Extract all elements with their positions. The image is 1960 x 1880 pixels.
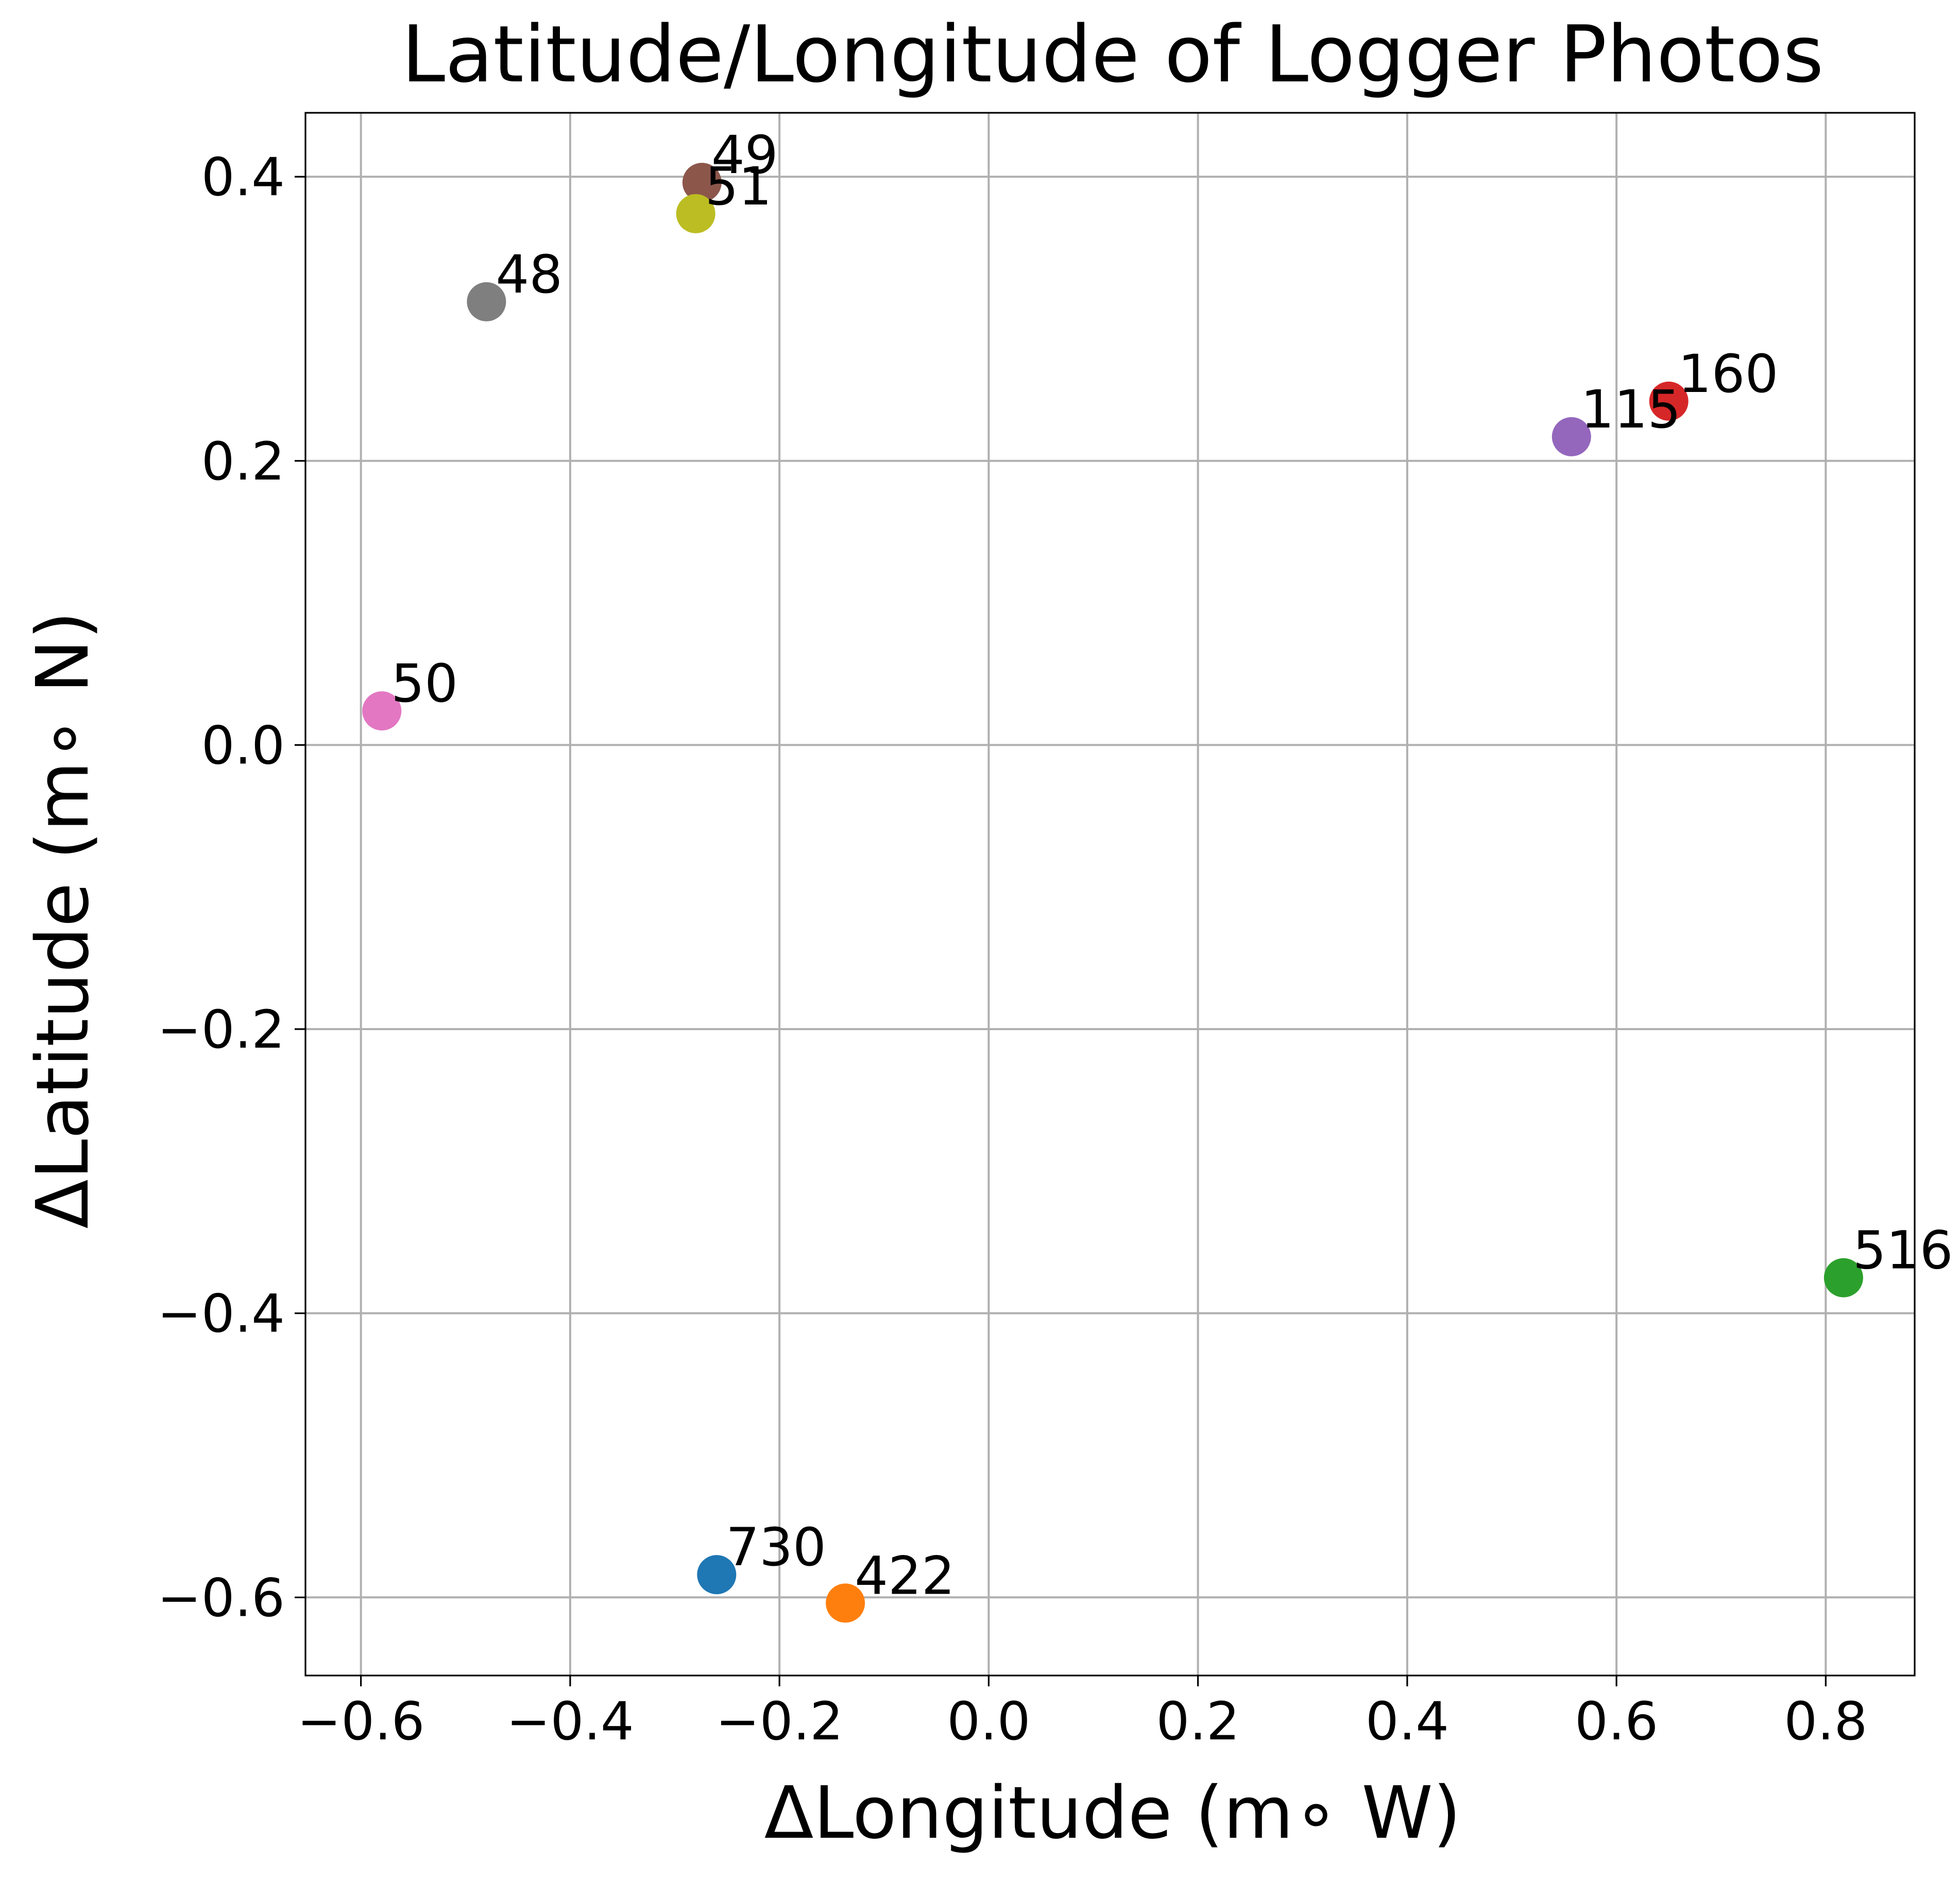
point-label-48: 48 [496,244,563,305]
data-point-51 [676,194,715,233]
point-label-50: 50 [391,653,458,714]
y-tick-label: −0.4 [157,1284,285,1345]
data-points [362,163,1863,1623]
point-label-422: 422 [855,1545,955,1606]
y-axis-label: ΔLatitude (m∘ N) [21,611,105,1229]
x-tick-label: 0.8 [1784,1691,1867,1752]
y-tick-label: −0.2 [157,999,285,1061]
x-axis-label: ΔLongitude (m∘ W) [764,1771,1461,1855]
x-tick-label: 0.4 [1366,1691,1449,1752]
plot-frame [304,112,1916,1677]
point-label-730: 730 [726,1517,826,1578]
x-tick-label: 0.6 [1575,1691,1658,1752]
data-point-730 [697,1555,737,1595]
data-point-160 [1649,381,1689,421]
data-point-50 [362,691,402,731]
point-label-115: 115 [1581,379,1681,440]
point-label-49: 49 [711,125,778,186]
point-label-516: 516 [1853,1220,1953,1281]
y-tick-label: 0.4 [201,147,285,208]
data-point-115 [1552,417,1591,456]
x-tick-label: −0.6 [297,1691,425,1752]
grid [305,113,1915,1676]
y-tick-label: −0.6 [157,1567,285,1629]
y-tick-label: 0.0 [201,715,285,776]
data-point-48 [467,282,506,321]
axis-ticks: −0.6 −0.4 −0.2 0.0 0.2 0.4 0.6 0.8 −0.6 −0.4 −0.2 0… [157,147,1867,1752]
x-tick-label: −0.2 [715,1691,843,1752]
point-label-51: 51 [705,156,772,217]
point-label-160: 160 [1678,344,1779,405]
x-tick-label: −0.4 [506,1691,634,1752]
chart-title: Latitude/Longitude of Logger Photos [401,9,1823,100]
x-tick-label: 0.2 [1156,1691,1240,1752]
data-point-422 [826,1583,865,1623]
data-point-49 [682,163,722,202]
y-tick-label: 0.2 [201,431,285,492]
x-tick-label: 0.0 [947,1691,1030,1752]
data-point-516 [1823,1258,1863,1297]
